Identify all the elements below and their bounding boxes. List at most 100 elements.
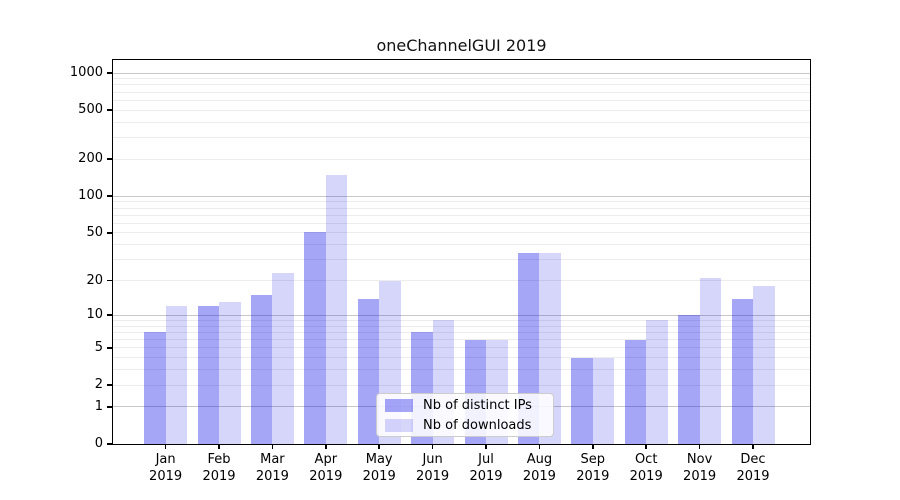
plot-area — [112, 59, 811, 445]
minor-gridline — [113, 369, 810, 371]
minor-gridline — [113, 201, 810, 203]
x-tick-mark — [164, 444, 167, 449]
minor-gridline — [113, 232, 810, 234]
y-tick-label: 500 — [78, 102, 103, 118]
x-tick-mark — [431, 444, 434, 449]
minor-gridline — [113, 207, 810, 209]
minor-gridline — [113, 137, 810, 139]
x-tick-label-nov: Nov 2019 — [683, 452, 717, 484]
minor-gridline — [113, 339, 810, 340]
legend-label-downloads: Nb of downloads — [423, 417, 532, 433]
legend-label-distinct-ips: Nb of distinct IPs — [423, 397, 532, 413]
y-tick-mark — [107, 384, 113, 386]
minor-gridline — [113, 280, 810, 281]
y-tick-mark — [107, 347, 113, 349]
bar-oct-distinct-ips — [624, 339, 647, 444]
y-tick-mark — [107, 72, 113, 74]
legend-swatch-distinct-ips-icon — [385, 398, 413, 412]
bar-jan-downloads — [165, 306, 188, 444]
x-tick-label-jan: Jan 2019 — [149, 452, 183, 484]
major-gridline — [113, 314, 810, 316]
major-gridline — [113, 72, 810, 74]
bar-apr-downloads — [325, 174, 348, 444]
y-tick-label: 1000 — [69, 65, 103, 80]
y-tick-mark — [107, 109, 113, 111]
x-tick-mark — [378, 444, 380, 449]
bar-nov-downloads — [699, 278, 722, 444]
bar-mar-distinct-ips — [250, 295, 273, 444]
x-tick-label-sep: Sep 2019 — [576, 452, 610, 484]
x-tick-mark — [485, 444, 487, 449]
y-tick-mark — [107, 406, 113, 408]
y-tick-label: 100 — [78, 188, 103, 204]
x-tick-label-jun: Jun 2019 — [416, 452, 450, 484]
bar-apr-distinct-ips — [304, 231, 326, 444]
x-tick-mark — [698, 444, 701, 449]
y-tick-mark — [107, 314, 113, 316]
x-tick-mark — [325, 444, 327, 449]
x-tick-mark — [218, 444, 220, 449]
bar-mar-downloads — [272, 273, 294, 444]
bar-nov-distinct-ips — [678, 315, 700, 444]
y-tick-label: 0 — [94, 436, 103, 451]
y-tick-label: 20 — [86, 272, 103, 288]
minor-gridline — [113, 99, 810, 101]
minor-gridline — [113, 357, 810, 359]
legend: Nb of distinct IPs Nb of downloads — [376, 393, 554, 437]
minor-gridline — [113, 109, 810, 111]
minor-gridline — [113, 384, 810, 386]
minor-gridline — [113, 347, 810, 349]
x-tick-mark — [271, 444, 274, 449]
x-tick-mark — [538, 444, 541, 449]
major-gridline — [113, 195, 810, 197]
y-tick-label: 200 — [78, 151, 103, 167]
x-tick-label-jul: Jul 2019 — [469, 452, 503, 484]
x-tick-mark — [752, 444, 754, 449]
bar-dec-downloads — [753, 285, 775, 444]
x-tick-label-mar: Mar 2019 — [255, 452, 289, 484]
minor-gridline — [113, 78, 810, 80]
legend-entry-downloads: Nb of downloads — [385, 418, 545, 433]
x-tick-mark — [645, 444, 647, 449]
minor-gridline — [113, 158, 810, 160]
x-tick-label-apr: Apr 2019 — [309, 452, 343, 484]
minor-gridline — [113, 91, 810, 93]
minor-gridline — [113, 259, 810, 261]
y-tick-mark — [107, 279, 113, 282]
x-tick-label-dec: Dec 2019 — [736, 452, 770, 484]
chart-title: oneChannelGUI 2019 — [376, 36, 547, 55]
y-tick-label: 5 — [94, 339, 103, 355]
x-tick-mark — [592, 444, 594, 449]
y-tick-mark — [107, 232, 113, 234]
y-tick-label: 2 — [94, 377, 103, 392]
bar-jan-distinct-ips — [144, 332, 166, 444]
minor-gridline — [113, 319, 810, 321]
minor-gridline — [113, 244, 810, 246]
x-tick-label-aug: Aug 2019 — [522, 452, 556, 484]
y-tick-label: 1 — [94, 398, 103, 414]
y-tick-mark — [107, 443, 113, 445]
y-tick-mark — [107, 195, 113, 197]
y-tick-mark — [107, 158, 113, 160]
x-tick-label-feb: Feb 2019 — [202, 452, 236, 484]
y-tick-label: 10 — [86, 307, 103, 323]
minor-gridline — [113, 84, 810, 86]
minor-gridline — [113, 121, 810, 123]
x-tick-label-may: May 2019 — [362, 452, 396, 484]
bar-feb-distinct-ips — [197, 306, 219, 444]
x-tick-label-oct: Oct 2019 — [629, 452, 663, 484]
minor-gridline — [113, 214, 810, 216]
legend-swatch-downloads-icon — [385, 418, 413, 432]
minor-gridline — [113, 222, 810, 224]
bar-oct-downloads — [646, 320, 668, 444]
legend-entry-distinct-ips: Nb of distinct IPs — [385, 398, 545, 413]
bar-dec-distinct-ips — [731, 298, 753, 444]
minor-gridline — [113, 325, 810, 327]
bar-may-distinct-ips — [357, 298, 380, 444]
y-tick-label: 50 — [86, 224, 103, 240]
bar-sep-downloads — [592, 357, 615, 444]
bar-feb-downloads — [219, 302, 241, 444]
minor-gridline — [113, 331, 810, 333]
bar-sep-distinct-ips — [571, 357, 593, 444]
